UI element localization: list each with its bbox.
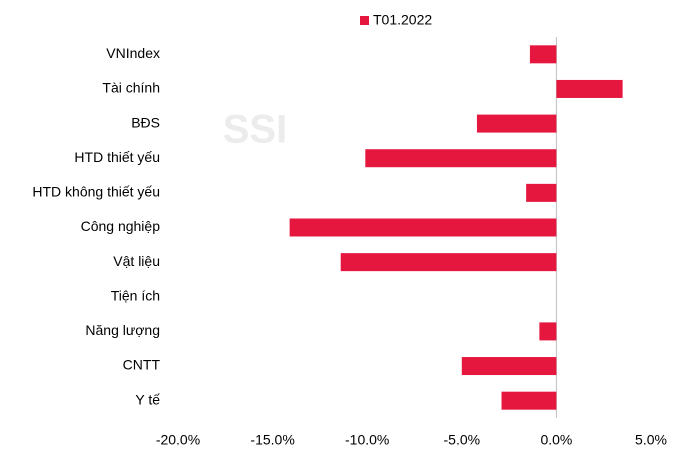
bar bbox=[526, 183, 557, 202]
y-tick-label: Năng lượng bbox=[85, 322, 160, 338]
bar bbox=[529, 45, 557, 64]
y-tick-label: Tài chính bbox=[102, 80, 160, 96]
bar bbox=[461, 357, 557, 376]
y-tick-label: BĐS bbox=[131, 114, 160, 130]
bar bbox=[476, 114, 557, 133]
y-tick-label: Công nghiệp bbox=[81, 218, 161, 234]
y-tick-label: Tiện ích bbox=[111, 287, 160, 303]
x-tick-label: 0.0% bbox=[540, 432, 572, 448]
x-tick-label: -5.0% bbox=[444, 432, 481, 448]
legend-label: T01.2022 bbox=[373, 12, 432, 28]
x-tick-label: -10.0% bbox=[345, 432, 389, 448]
bar bbox=[365, 149, 557, 168]
y-tick-label: CNTT bbox=[123, 357, 161, 373]
bar bbox=[340, 253, 557, 272]
x-tick-label: 5.0% bbox=[635, 432, 667, 448]
x-tick-label: -15.0% bbox=[250, 432, 294, 448]
y-tick-label: VNIndex bbox=[106, 45, 160, 61]
legend-swatch bbox=[360, 16, 369, 25]
x-tick-label: -20.0% bbox=[156, 432, 200, 448]
bar bbox=[289, 218, 557, 237]
bar bbox=[501, 391, 557, 410]
bar bbox=[556, 79, 623, 98]
y-tick-label: Vật liệu bbox=[113, 253, 160, 269]
y-tick-label: HTD thiết yếu bbox=[74, 149, 160, 165]
y-tick-label: Y tế bbox=[135, 391, 160, 407]
watermark: SSI bbox=[223, 108, 287, 152]
bar bbox=[539, 322, 557, 341]
y-tick-label: HTD không thiết yếu bbox=[32, 184, 160, 200]
